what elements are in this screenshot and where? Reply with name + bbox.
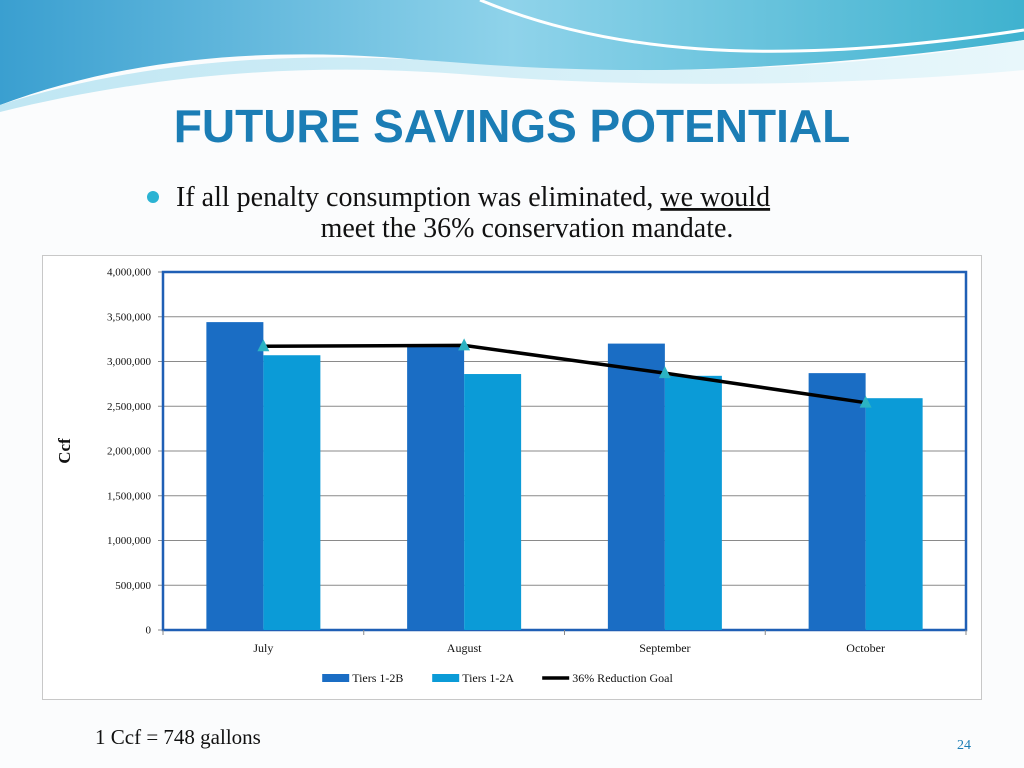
x-tick-label: October bbox=[846, 641, 885, 655]
legend-swatch bbox=[432, 674, 460, 682]
bar bbox=[407, 346, 465, 630]
y-tick-label: 1,500,000 bbox=[107, 490, 152, 502]
header-wave bbox=[0, 40, 1024, 112]
header-wave bbox=[479, 0, 1024, 53]
x-tick-label: August bbox=[447, 641, 482, 655]
bar bbox=[263, 355, 321, 630]
line-marker bbox=[658, 366, 671, 379]
y-tick-label: 1,000,000 bbox=[107, 535, 152, 547]
bar bbox=[808, 373, 866, 630]
y-axis-label: Ccf bbox=[55, 438, 74, 464]
y-tick-label: 4,000,000 bbox=[107, 267, 152, 279]
line-marker bbox=[859, 395, 872, 408]
x-tick-label: September bbox=[639, 641, 690, 655]
y-tick-label: 0 bbox=[146, 625, 152, 637]
footnote: 1 Ccf = 748 gallons bbox=[95, 725, 261, 749]
bar bbox=[865, 398, 923, 630]
header-wave bbox=[0, 0, 1024, 105]
bullet-text: If all penalty consumption was eliminate… bbox=[176, 182, 770, 213]
bullet-underlined: we would bbox=[660, 182, 770, 213]
bar bbox=[607, 343, 665, 630]
y-tick-label: 500,000 bbox=[115, 580, 151, 592]
line-marker bbox=[458, 338, 471, 351]
chart: 0 500,000 1,000,000 1,500,000 2,000,000 2,500… bbox=[55, 267, 968, 685]
legend-label: 36% Reduction Goal bbox=[572, 671, 673, 685]
bullet-text-part: If all penalty consumption was eliminate… bbox=[176, 182, 653, 213]
legend-label: Tiers 1-2A bbox=[462, 671, 514, 685]
y-tick-label: 3,500,000 bbox=[107, 311, 152, 323]
page-number: 24 bbox=[957, 738, 971, 753]
slide-title: FUTURE SAVINGS POTENTIAL bbox=[174, 100, 850, 152]
y-tick-label: 2,500,000 bbox=[107, 401, 152, 413]
bullet-dot bbox=[147, 191, 159, 203]
bar bbox=[464, 374, 522, 630]
y-tick-label: 2,000,000 bbox=[107, 446, 152, 458]
bullet-continuation: meet the 36% conservation mandate. bbox=[321, 213, 734, 244]
line-marker bbox=[257, 339, 270, 352]
line bbox=[263, 343, 866, 405]
legend-swatch bbox=[322, 674, 350, 682]
x-tick-label: July bbox=[253, 641, 273, 655]
bar bbox=[664, 375, 722, 630]
legend-label: Tiers 1-2B bbox=[352, 671, 403, 685]
bar bbox=[206, 322, 264, 630]
y-tick-label: 3,000,000 bbox=[107, 356, 152, 368]
